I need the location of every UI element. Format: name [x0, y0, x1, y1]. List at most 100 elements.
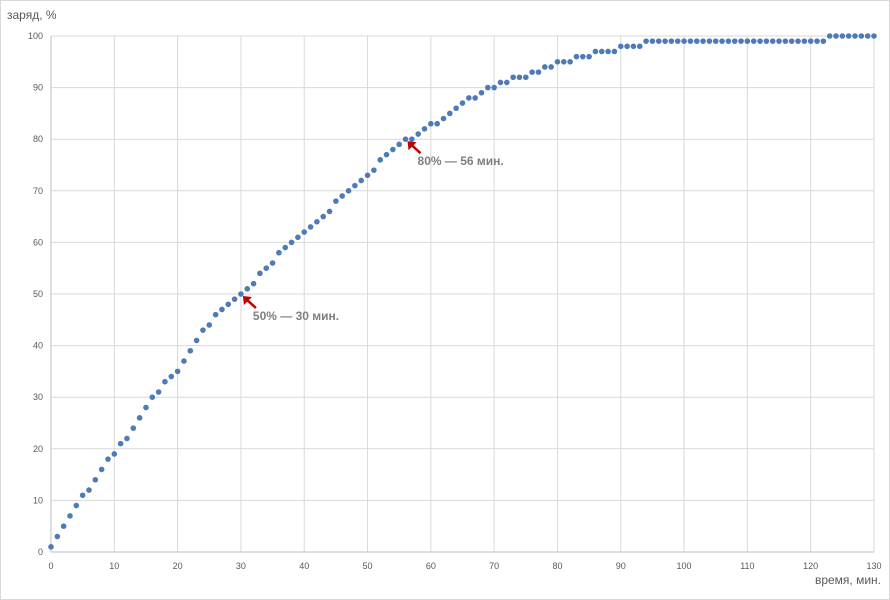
- data-point: [542, 64, 548, 70]
- data-point: [655, 38, 662, 44]
- data-point: [466, 95, 472, 101]
- y-tick-label: 30: [33, 392, 43, 402]
- data-point: [795, 38, 801, 44]
- data-point: [744, 38, 751, 44]
- y-tick-label: 80: [33, 134, 43, 144]
- data-point: [706, 38, 713, 44]
- data-point: [225, 301, 232, 308]
- annotations: 80% — 56 мин. 50% — 30 мин.: [242, 141, 504, 323]
- data-point: [345, 188, 352, 194]
- data-point: [320, 213, 327, 220]
- data-point: [244, 286, 251, 292]
- data-point: [130, 425, 137, 431]
- y-tick-label: 90: [33, 83, 43, 93]
- data-point: [567, 59, 573, 65]
- x-axis-title: время, мин.: [815, 573, 881, 587]
- x-tick-label: 80: [552, 561, 562, 571]
- data-point: [168, 373, 175, 380]
- data-point: [231, 296, 238, 302]
- data-point: [497, 79, 504, 86]
- data-point: [364, 172, 371, 179]
- data-point: [149, 394, 156, 401]
- x-tick-label: 30: [236, 561, 246, 571]
- data-point: [371, 167, 377, 173]
- x-tick-label: 100: [677, 561, 692, 571]
- data-point: [598, 48, 605, 55]
- data-point: [105, 456, 111, 462]
- data-point: [681, 38, 687, 44]
- data-point: [801, 38, 808, 44]
- data-point: [617, 43, 624, 50]
- data-point: [377, 157, 384, 163]
- data-point: [187, 347, 194, 354]
- data-point: [750, 38, 757, 44]
- data-point: [763, 38, 770, 44]
- data-point: [98, 466, 105, 473]
- y-tick-label: 100: [28, 31, 43, 41]
- data-point: [257, 270, 263, 277]
- x-tick-label: 130: [866, 561, 881, 571]
- data-point: [415, 131, 421, 137]
- data-point: [485, 84, 491, 91]
- data-point: [529, 69, 535, 75]
- data-point: [535, 69, 542, 75]
- data-point: [611, 48, 618, 55]
- data-point: [48, 544, 54, 550]
- data-point: [301, 229, 308, 235]
- y-tick-label: 70: [33, 186, 43, 196]
- x-tick-label: 50: [363, 561, 373, 571]
- data-point: [769, 38, 776, 44]
- data-point: [73, 502, 80, 509]
- data-point: [491, 84, 497, 91]
- grid-lines: [51, 35, 875, 552]
- data-point: [725, 38, 732, 44]
- data-point: [814, 38, 820, 44]
- y-tick-label: 20: [33, 444, 43, 454]
- annotation-label: 50% — 30 мин.: [253, 309, 339, 323]
- data-point: [776, 38, 782, 44]
- data-point: [250, 280, 257, 287]
- data-point: [263, 265, 270, 272]
- data-point: [383, 151, 390, 158]
- data-point: [162, 378, 168, 385]
- data-point: [288, 239, 295, 246]
- data-point: [845, 33, 852, 39]
- data-point: [523, 74, 529, 81]
- y-axis-title: заряд, %: [7, 8, 57, 22]
- data-point: [402, 136, 409, 142]
- y-tick-label: 10: [33, 495, 43, 505]
- data-point: [276, 249, 282, 256]
- data-point: [573, 53, 580, 60]
- data-point: [238, 291, 244, 297]
- x-tick-label: 20: [173, 561, 183, 571]
- data-point: [731, 38, 738, 44]
- data-point: [86, 487, 92, 493]
- data-point: [674, 38, 681, 44]
- annotation-arrow-head: [407, 141, 417, 151]
- data-point: [339, 193, 346, 199]
- x-tick-label: 10: [109, 561, 119, 571]
- data-point: [858, 33, 865, 39]
- data-point: [586, 53, 592, 60]
- data-point: [510, 74, 516, 81]
- data-point: [738, 38, 744, 44]
- data-point: [839, 33, 846, 39]
- data-point: [833, 33, 839, 39]
- data-point: [174, 368, 181, 375]
- data-point: [636, 43, 643, 50]
- data-point: [434, 120, 440, 127]
- x-tick-label: 110: [740, 561, 754, 571]
- data-point: [624, 43, 630, 50]
- data-point: [820, 38, 827, 44]
- data-point: [409, 136, 415, 142]
- data-point: [453, 105, 459, 112]
- data-point: [295, 234, 301, 241]
- data-point: [826, 33, 833, 39]
- data-point: [314, 218, 320, 225]
- data-point: [719, 38, 725, 44]
- data-point: [662, 38, 668, 44]
- data-point: [459, 100, 466, 106]
- data-point: [472, 95, 478, 101]
- data-point: [124, 435, 130, 442]
